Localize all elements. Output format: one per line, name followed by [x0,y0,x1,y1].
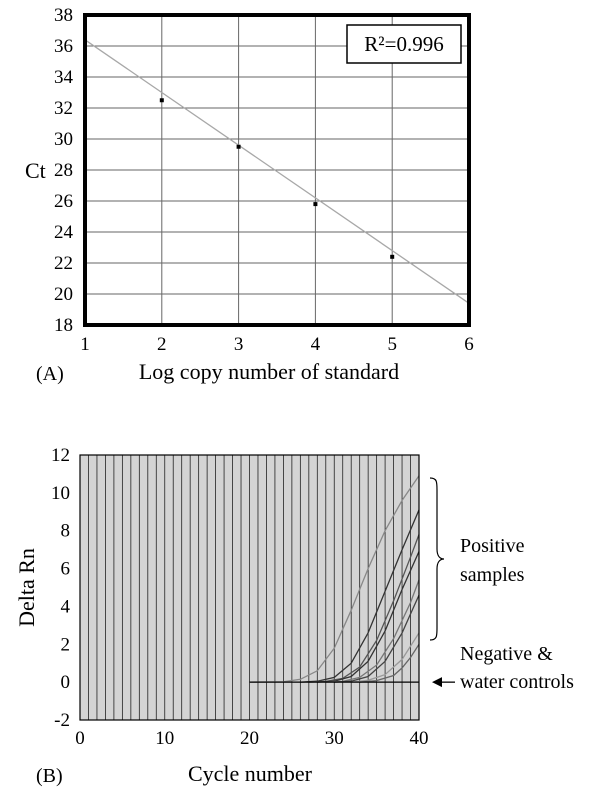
y-tick-label-b: 2 [61,634,71,655]
y-tick-label-a: 34 [54,67,74,88]
negative-controls-label-line2: water controls [460,671,574,693]
y-axis-label-b: Delta Rn [14,548,39,627]
y-tick-label-a: 28 [54,160,73,181]
x-tick-label-a: 4 [311,334,321,355]
y-tick-label-a: 32 [54,98,73,119]
y-tick-label-a: 24 [54,222,74,243]
y-tick-label-a: 22 [54,253,73,274]
x-tick-label-b: 10 [155,728,174,749]
data-point [313,202,318,207]
x-tick-label-b: 0 [75,728,85,749]
negative-controls-label-line1: Negative & [460,643,553,665]
y-tick-label-b: 12 [51,445,70,466]
plot-frame-a [83,13,471,327]
amplification-curve [351,632,420,683]
plot-frame-b [79,454,420,721]
y-tick-label-a: 30 [54,129,73,150]
y-tick-label-b: 10 [51,483,70,504]
data-point [159,98,164,103]
data-point [236,144,241,149]
positive-samples-brace [429,477,445,641]
r-squared-box [346,24,462,64]
y-tick-label-b: -2 [54,710,70,731]
positive-samples-label-line1: Positive [460,535,525,557]
amplification-curve [334,594,420,683]
panel-label-a: (A) [36,363,64,385]
y-axis-label-a: Ct [25,158,46,183]
x-tick-label-b: 40 [410,728,429,749]
x-axis-label-a: Log copy number of standard [139,359,399,384]
x-axis-label-b: Cycle number [188,761,313,786]
amplification-curve [300,509,420,683]
x-tick-label-a: 1 [80,334,90,355]
y-tick-label-a: 26 [54,191,73,212]
regression-line [84,39,470,304]
x-tick-label-a: 6 [464,334,474,355]
y-tick-label-b: 0 [61,672,71,693]
y-tick-label-a: 20 [54,284,73,305]
y-tick-label-b: 4 [61,596,71,617]
positive-samples-label-line2: samples [460,564,525,586]
y-tick-label-a: 36 [54,36,73,57]
x-tick-label-b: 20 [240,728,259,749]
y-tick-label-b: 6 [61,559,71,580]
y-tick-label-a: 18 [54,315,73,336]
x-tick-label-b: 30 [325,728,344,749]
amplification-curve [359,643,420,683]
amplification-curve [249,475,420,683]
x-tick-label-a: 3 [234,334,244,355]
y-tick-label-a: 38 [54,5,73,26]
y-tick-label-b: 8 [61,521,71,542]
x-tick-label-a: 5 [387,334,397,355]
x-tick-label-a: 2 [157,334,167,355]
arrowhead-icon [432,677,442,688]
data-point [390,254,395,259]
r-squared-label: R²=0.996 [364,32,443,56]
panel-label-b: (B) [36,765,63,787]
